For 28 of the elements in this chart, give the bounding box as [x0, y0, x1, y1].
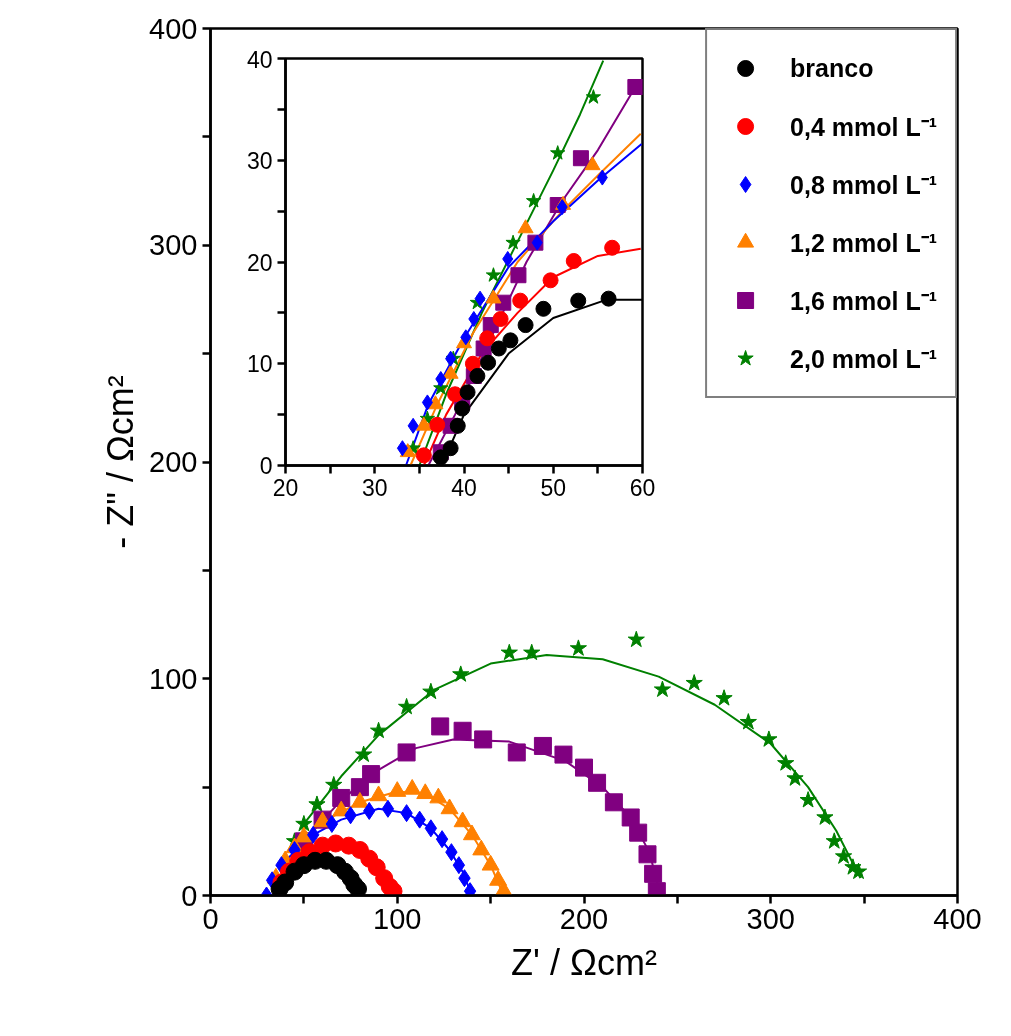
x-axis-title: Z' / Ωcm²	[511, 941, 657, 983]
legend-label: 1,6 mmol L⁻¹	[790, 286, 937, 317]
x-tick-label: 400	[933, 902, 982, 935]
x-tick-label: 0	[202, 902, 219, 935]
y-tick-label: 400	[149, 12, 198, 45]
legend-label: 0,8 mmol L⁻¹	[790, 170, 937, 201]
legend-label: 2,0 mmol L⁻¹	[790, 344, 937, 375]
x-tick-label: 20	[272, 474, 299, 501]
y-tick-label: 20	[246, 249, 273, 276]
x-tick-label: 60	[629, 474, 656, 501]
legend-label: 0,4 mmol L⁻¹	[790, 112, 937, 143]
y-tick-label: 100	[149, 662, 198, 695]
x-tick-label: 40	[451, 474, 477, 501]
y-tick-label: 0	[259, 453, 273, 479]
x-tick-label: 200	[559, 902, 609, 935]
legend-label: branco	[790, 53, 874, 83]
y-tick-label: 40	[246, 46, 273, 73]
y-tick-label: 200	[149, 446, 198, 478]
x-tick-label: 300	[746, 902, 795, 935]
y-tick-label: 0	[181, 879, 198, 912]
y-tick-label: 300	[149, 229, 198, 262]
x-tick-label: 30	[361, 474, 388, 501]
x-tick-label: 100	[373, 902, 422, 935]
y-tick-label: 10	[246, 351, 273, 378]
x-tick-label: 50	[540, 474, 567, 501]
y-tick-label: 30	[246, 147, 273, 174]
legend-label: 1,2 mmol L⁻¹	[790, 228, 937, 259]
y-axis-title: - Z" / Ωcm²	[100, 375, 142, 549]
